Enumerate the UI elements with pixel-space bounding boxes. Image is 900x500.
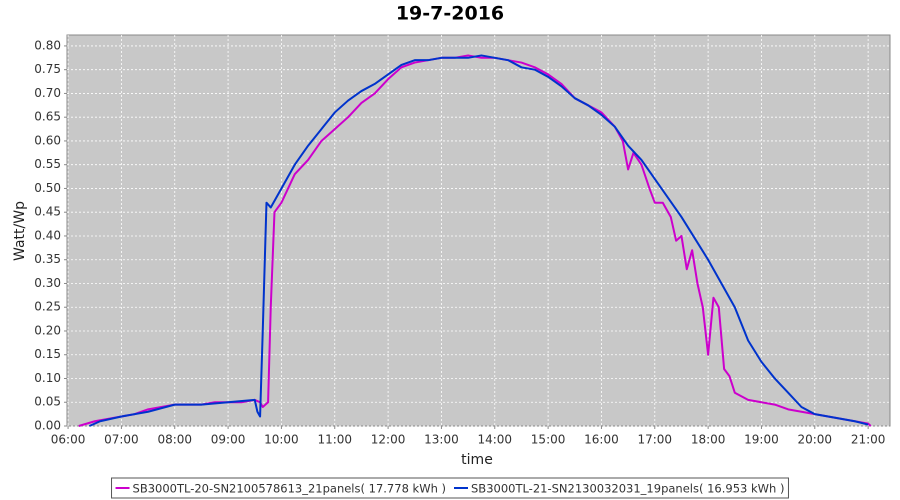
y-tick-label: 0.50 bbox=[34, 181, 61, 195]
x-tick-label: 11:00 bbox=[317, 433, 352, 447]
plot-area bbox=[66, 34, 891, 427]
y-axis-label: Watt/Wp bbox=[12, 201, 28, 261]
y-tick-label: 0.25 bbox=[34, 300, 61, 314]
y-tick-label: 0.75 bbox=[34, 62, 61, 76]
x-tick-label: 09:00 bbox=[211, 433, 246, 447]
y-tick-label: 0.15 bbox=[34, 347, 61, 361]
y-tick-label: 0.35 bbox=[34, 252, 61, 266]
y-tick-label: 0.05 bbox=[34, 395, 61, 409]
x-tick-label: 08:00 bbox=[157, 433, 192, 447]
y-tick-label: 0.20 bbox=[34, 323, 61, 337]
y-tick-label: 0.80 bbox=[34, 38, 61, 52]
y-tick-label: 0.30 bbox=[34, 276, 61, 290]
x-tick-label: 10:00 bbox=[264, 433, 299, 447]
chart-title: 19-7-2016 bbox=[396, 3, 504, 25]
x-tick-label: 17:00 bbox=[637, 433, 672, 447]
x-axis-label: time bbox=[461, 452, 493, 468]
y-tick-label: 0.45 bbox=[34, 205, 61, 219]
x-tick-label: 16:00 bbox=[584, 433, 619, 447]
x-tick-label: 19:00 bbox=[744, 433, 779, 447]
x-tick-label: 15:00 bbox=[531, 433, 566, 447]
x-tick-label: 14:00 bbox=[477, 433, 512, 447]
legend-item: SB3000TL-20-SN2100578613_21panels( 17.77… bbox=[115, 482, 446, 496]
legend-item: SB3000TL-21-SN2130032031_19panels( 16.95… bbox=[454, 482, 784, 496]
y-tick-label: 0.00 bbox=[34, 419, 61, 433]
x-tick-label: 13:00 bbox=[424, 433, 459, 447]
series-line bbox=[88, 54, 869, 427]
x-tick-label: 18:00 bbox=[691, 433, 726, 447]
x-tick-label: 06:00 bbox=[51, 433, 86, 447]
x-tick-label: 12:00 bbox=[371, 433, 406, 447]
x-tick-label: 20:00 bbox=[797, 433, 832, 447]
y-tick-label: 0.65 bbox=[34, 110, 61, 124]
y-tick-label: 0.70 bbox=[34, 86, 61, 100]
y-tick-label: 0.10 bbox=[34, 371, 61, 385]
y-tick-label: 0.55 bbox=[34, 157, 61, 171]
legend: SB3000TL-20-SN2100578613_21panels( 17.77… bbox=[111, 477, 789, 499]
legend-label: SB3000TL-20-SN2100578613_21panels( 17.77… bbox=[133, 482, 446, 496]
y-tick-label: 0.60 bbox=[34, 133, 61, 147]
x-tick-label: 07:00 bbox=[104, 433, 139, 447]
legend-label: SB3000TL-21-SN2130032031_19panels( 16.95… bbox=[471, 482, 784, 496]
legend-box bbox=[111, 477, 789, 499]
y-tick-label: 0.40 bbox=[34, 228, 61, 242]
x-tick-label: 21:00 bbox=[851, 433, 886, 447]
